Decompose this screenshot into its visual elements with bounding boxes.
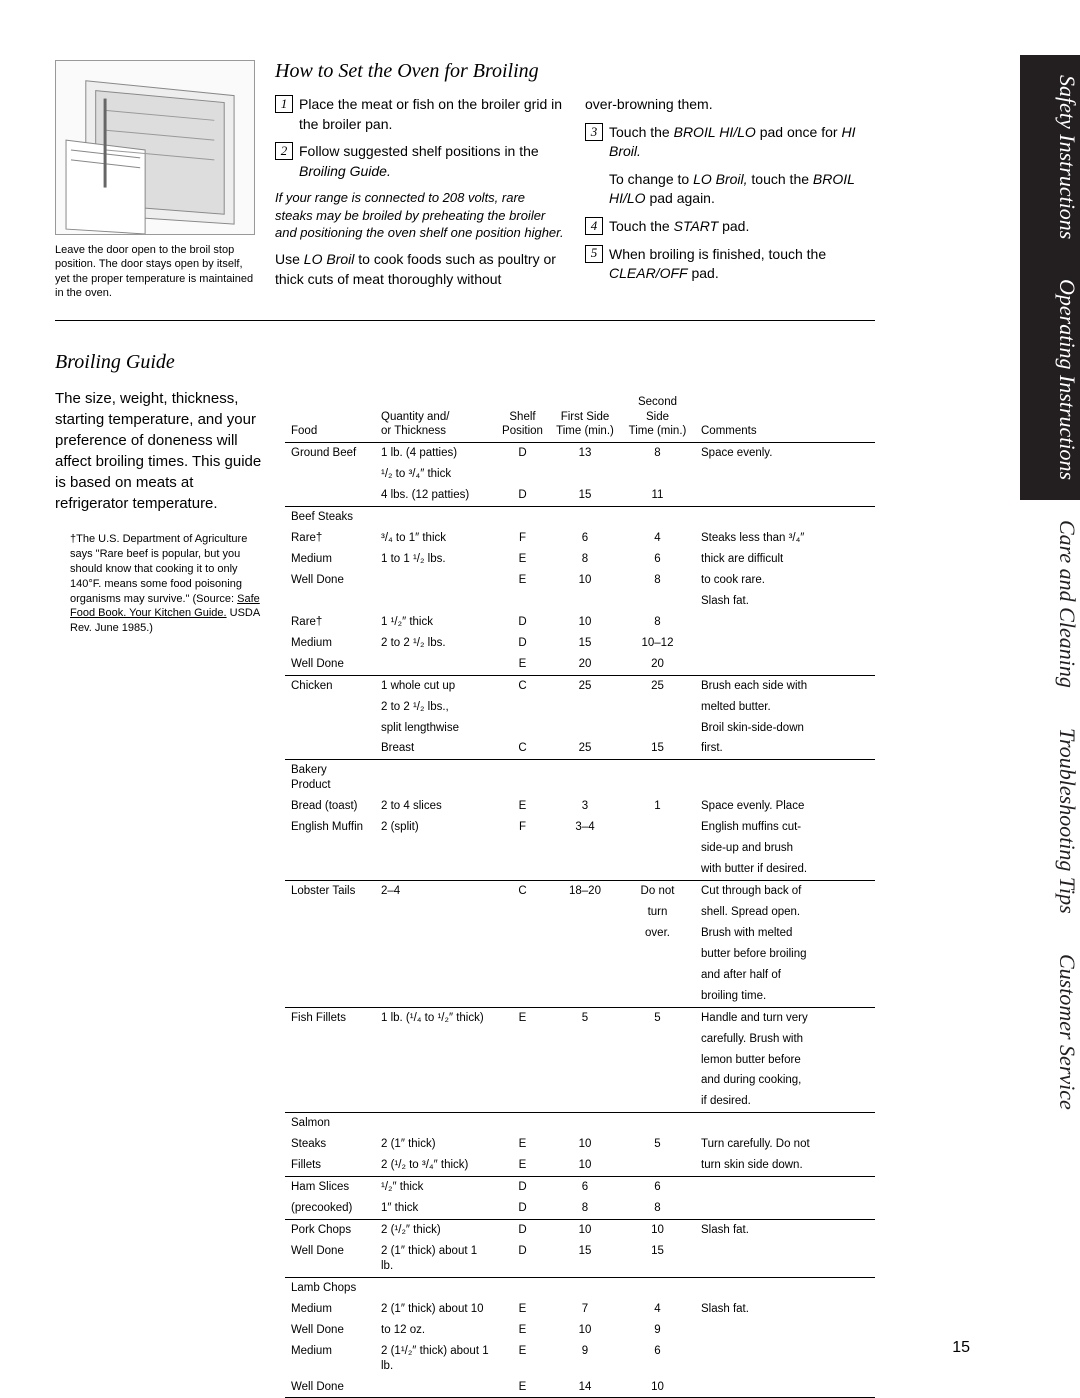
table-row: with butter if desired. [285,859,875,880]
page-number: 15 [952,1339,970,1357]
table-row: turnshell. Spread open. [285,902,875,923]
sidebar-tab: Troubleshooting Tips [1020,708,1080,934]
th-second: Second SideTime (min.) [620,391,695,443]
table-row: Pork Chops2 (¹/₂″ thick)D1010Slash fat. [285,1220,875,1241]
step-5-text: When broiling is finished, touch the CLE… [609,245,875,284]
usda-note: †The U.S. Department of Agriculture says… [55,532,265,636]
oven-door-illustration [55,60,255,235]
table-row: Fillets2 (¹/₂ to ³/₄″ thick)E10turn skin… [285,1155,875,1176]
step-4-icon: 4 [585,217,603,235]
table-row: English Muffin2 (split)F3–4English muffi… [285,817,875,838]
table-row: BreastC2515first. [285,738,875,759]
voltage-note: If your range is connected to 208 volts,… [275,189,565,242]
step-2-text: Follow suggested shelf positions in the … [299,142,565,181]
broiling-guide-table: Food Quantity and/or Thickness ShelfPosi… [285,391,875,443]
step-4-text: Touch the START pad. [609,217,749,237]
table-row: Bread (toast)2 to 4 slicesE31Space evenl… [285,796,875,817]
table-row: Ham Slices¹/₂″ thickD66 [285,1177,875,1198]
broiling-guide-section: Broiling Guide The size, weight, thickne… [55,351,875,1398]
table-row: Rare†1 ¹/₂″ thickD108 [285,612,875,633]
table-row: Well Done2 (1″ thick) about 1 lb.D1515 [285,1241,875,1277]
step-1-text: Place the meat or fish on the broiler gr… [299,95,565,134]
table-row: Well DoneE1410 [285,1377,875,1398]
table-row: Medium1 to 1 ¹/₂ lbs.E86thick are diffic… [285,549,875,570]
table-row: and after half of [285,965,875,986]
illustration-caption: Leave the door open to the broil stop po… [55,243,255,300]
section1-title: How to Set the Oven for Broiling [275,60,875,83]
step-1-icon: 1 [275,95,293,113]
sidebar-nav: Safety InstructionsOperating Instruction… [1020,55,1080,1255]
th-shelf: ShelfPosition [495,391,550,443]
table-row: Medium2 (1″ thick) about 10E74Slash fat. [285,1299,875,1320]
lo-broil-note: Use LO Broil to cook foods such as poult… [275,250,565,289]
table-row: over.Brush with melted [285,923,875,944]
sidebar-tab: Safety Instructions [1020,55,1080,259]
table-row: Chicken1 whole cut upC2525Brush each sid… [285,676,875,697]
table-row: Rare†³/₄ to 1″ thickF64Steaks less than … [285,528,875,549]
over-browning-text: over-browning them. [585,95,875,115]
broiling-instructions-section: Leave the door open to the broil stop po… [55,60,875,321]
th-first: First SideTime (min.) [550,391,620,443]
step-5-icon: 5 [585,245,603,263]
table-row: Slash fat. [285,591,875,612]
table-row: Beef Steaks [285,507,875,528]
table-row: Medium2 (1¹/₂″ thick) about 1 lb.E96 [285,1341,875,1377]
table-row: Fish Fillets1 lb. (¹/₄ to ¹/₂″ thick)E55… [285,1008,875,1029]
table-row: carefully. Brush with [285,1029,875,1050]
table-row: butter before broiling [285,944,875,965]
table-row: split lengthwiseBroil skin-side-down [285,718,875,739]
table-row: if desired. [285,1091,875,1112]
sidebar-tab: Customer Service [1020,934,1080,1130]
table-row: Well Doneto 12 oz.E109 [285,1320,875,1341]
guide-intro: The size, weight, thickness, starting te… [55,388,265,514]
table-row: Well DoneE108to cook rare. [285,570,875,591]
table-row: lemon butter before [285,1050,875,1071]
table-row: Salmon [285,1113,875,1134]
table-row: Steaks2 (1″ thick)E105Turn carefully. Do… [285,1134,875,1155]
table-row: side-up and brush [285,838,875,859]
table-row: Medium2 to 2 ¹/₂ lbs.D1510–12 [285,633,875,654]
sidebar-tab: Operating Instructions [1020,259,1080,500]
table-row: Lobster Tails2–4C18–20Do notCut through … [285,881,875,902]
table-row: Well DoneE2020 [285,654,875,675]
step-3-text: Touch the BROIL HI/LO pad once for HI Br… [609,123,875,162]
step-3-icon: 3 [585,123,603,141]
table-row: (precooked)1″ thickD88 [285,1198,875,1219]
change-lo-text: To change to LO Broil, touch the BROIL H… [609,170,875,209]
table-row: ¹/₂ to ³/₄″ thick [285,464,875,485]
table-row: and during cooking, [285,1070,875,1091]
table-row: Bakery Product [285,760,875,796]
th-food: Food [285,391,375,443]
table-row: Ground Beef1 lb. (4 patties)D138Space ev… [285,443,875,464]
th-comments: Comments [695,391,875,443]
table-row: 2 to 2 ¹/₂ lbs.,melted butter. [285,697,875,718]
step-2-icon: 2 [275,142,293,160]
sidebar-tab: Care and Cleaning [1020,500,1080,708]
table-row: broiling time. [285,986,875,1007]
table-row: 4 lbs. (12 patties)D1511 [285,485,875,506]
guide-title: Broiling Guide [55,351,265,374]
th-qty: Quantity and/or Thickness [375,391,495,443]
table-row: Lamb Chops [285,1278,875,1299]
